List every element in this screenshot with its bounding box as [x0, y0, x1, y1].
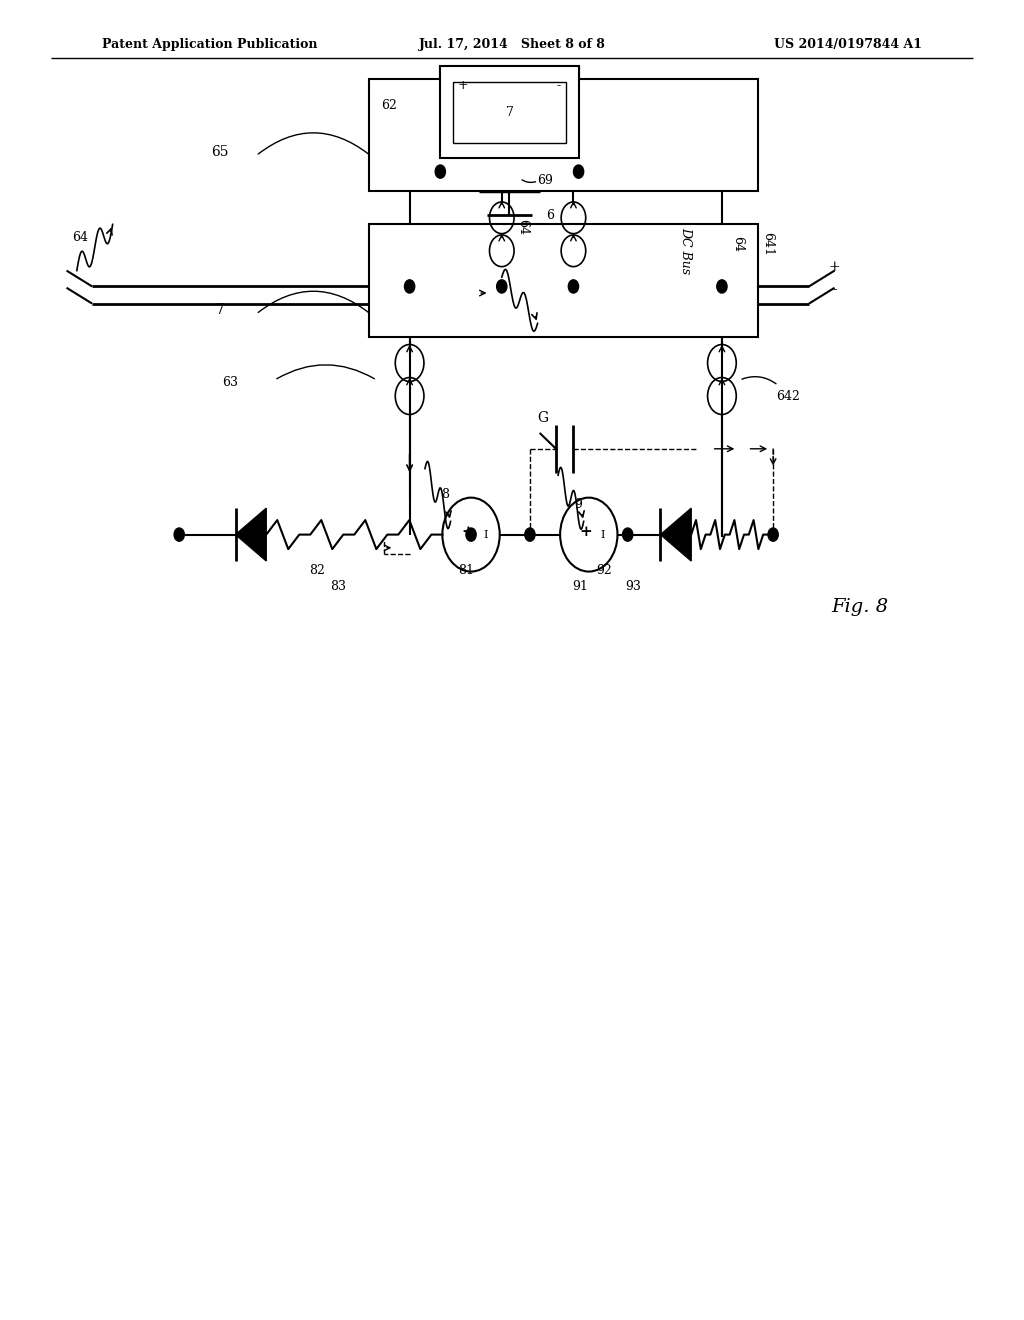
Text: +: +: [828, 260, 841, 273]
Circle shape: [568, 280, 579, 293]
Text: 81: 81: [458, 564, 474, 577]
Polygon shape: [236, 508, 266, 561]
Text: 641: 641: [762, 232, 774, 256]
Circle shape: [768, 528, 778, 541]
Text: 62: 62: [381, 99, 397, 112]
Bar: [369, 224, 758, 337]
Text: US 2014/0197844 A1: US 2014/0197844 A1: [773, 38, 922, 51]
Text: 65: 65: [211, 145, 229, 158]
Text: Jul. 17, 2014   Sheet 8 of 8: Jul. 17, 2014 Sheet 8 of 8: [419, 38, 605, 51]
Text: I: I: [601, 529, 605, 540]
Text: +: +: [462, 525, 474, 539]
Text: 92: 92: [596, 564, 612, 577]
Text: 82: 82: [309, 564, 326, 577]
Circle shape: [623, 528, 633, 541]
Text: -: -: [833, 284, 837, 297]
Text: 63: 63: [222, 376, 239, 389]
Bar: [440, 66, 579, 158]
Text: +: +: [580, 525, 592, 539]
Text: 64: 64: [72, 231, 88, 244]
Bar: [453, 82, 566, 143]
Bar: [369, 79, 758, 191]
Text: I: I: [483, 529, 487, 540]
Circle shape: [497, 280, 507, 293]
Circle shape: [174, 528, 184, 541]
Text: 9: 9: [574, 498, 583, 511]
Text: Load: Load: [554, 111, 572, 160]
Text: 64: 64: [516, 219, 528, 235]
Text: Patent Application Publication: Patent Application Publication: [102, 38, 317, 51]
Circle shape: [717, 280, 727, 293]
Circle shape: [573, 165, 584, 178]
Circle shape: [435, 165, 445, 178]
Text: DC Bus: DC Bus: [680, 227, 692, 275]
Text: 7: 7: [216, 304, 224, 317]
Text: +: +: [458, 79, 468, 92]
Text: 6: 6: [547, 209, 554, 222]
Text: 642: 642: [776, 389, 801, 403]
Circle shape: [466, 528, 476, 541]
Polygon shape: [660, 508, 691, 561]
Text: 91: 91: [572, 579, 589, 593]
Text: 93: 93: [625, 579, 641, 593]
Text: 64: 64: [731, 236, 743, 252]
Text: 8: 8: [441, 488, 450, 502]
Text: G: G: [538, 412, 548, 425]
Text: 69: 69: [538, 174, 553, 187]
Text: -: -: [556, 79, 560, 92]
Circle shape: [524, 528, 535, 541]
Circle shape: [404, 280, 415, 293]
Text: Fig. 8: Fig. 8: [831, 598, 889, 616]
Text: 83: 83: [330, 579, 346, 593]
Text: 7: 7: [506, 106, 513, 119]
